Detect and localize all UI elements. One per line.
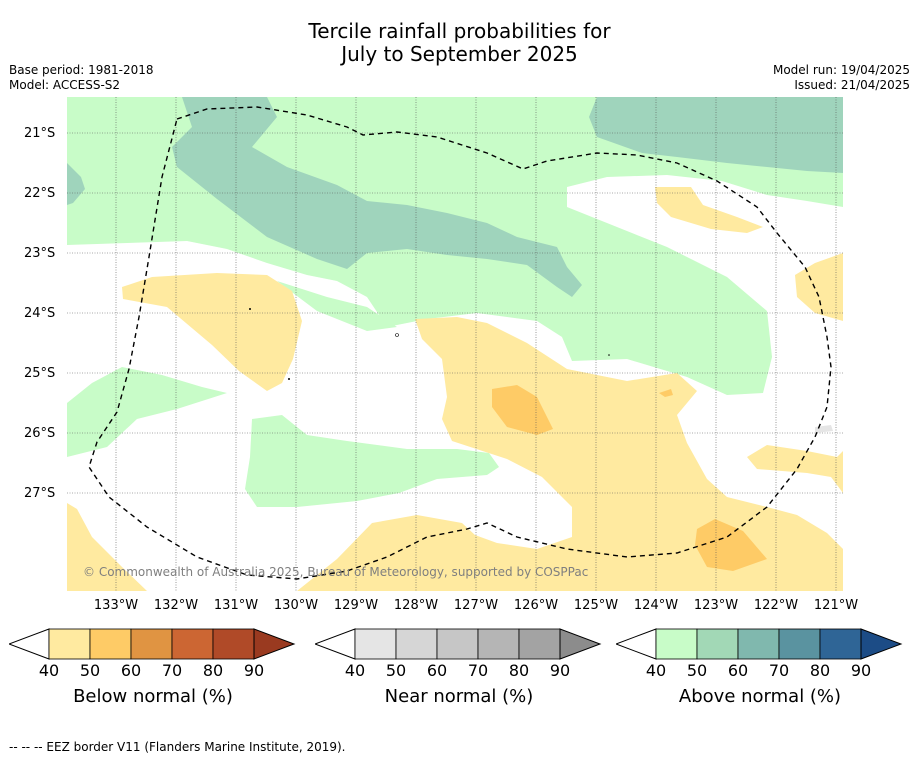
below-normal-50-region-central [492, 385, 553, 435]
colorbar-below-normal [9, 628, 296, 660]
colorbar-near-bin [436, 628, 479, 660]
lon-label-133w: 133°W [93, 598, 139, 613]
lon-label-123w: 123°W [693, 598, 739, 613]
colorbar-near-tick: 40 [344, 661, 366, 680]
colorbar-above-extend-high [860, 628, 903, 660]
lat-label-26s: 26°S [24, 426, 56, 441]
colorbar-near-extend-high [559, 628, 602, 660]
copyright-notice: © Commonwealth of Australia 2025, Bureau… [83, 565, 589, 579]
lon-label-130w: 130°W [273, 598, 319, 613]
meta-left: Base period: 1981-2018 Model: ACCESS-S2 [9, 63, 154, 93]
island-marker [288, 378, 290, 380]
colorbar-above-label: Above normal (%) [678, 686, 842, 707]
below-normal-40-region-central [297, 317, 843, 591]
colorbar-near-tick: 90 [549, 661, 571, 680]
colorbar-below-bin [89, 628, 132, 660]
colorbar-below-bin [171, 628, 214, 660]
colorbar-above-bin [696, 628, 739, 660]
lon-label-131w: 131°W [213, 598, 259, 613]
colorbar-below-tick: 40 [38, 661, 60, 680]
map-title: Tercile rainfall probabilities for July … [0, 20, 919, 66]
latitude-gridlines [67, 132, 843, 494]
island-marker [608, 354, 610, 356]
colorbar-above-tick: 60 [727, 661, 749, 680]
lon-label-128w: 128°W [393, 598, 439, 613]
below-normal-40-region-southeast [747, 445, 843, 493]
issued-date: Issued: 21/04/2025 [794, 78, 910, 92]
below-normal-40-region-west [122, 273, 302, 391]
colorbar-above-normal [616, 628, 903, 660]
title-line-2: July to September 2025 [341, 42, 578, 66]
model-run: Model run: 19/04/2025 [772, 63, 910, 77]
model-name: Model: ACCESS-S2 [9, 78, 121, 92]
below-normal-50-region-small [659, 389, 673, 397]
lat-label-22s: 22°S [24, 186, 56, 201]
colorbar-above-tick: 50 [686, 661, 708, 680]
colorbar-near-bin [477, 628, 520, 660]
colorbar-below-bin [212, 628, 255, 660]
below-normal-40-region-east [655, 187, 763, 233]
colorbar-above-tick: 40 [645, 661, 667, 680]
colorbar-below-bin [48, 628, 91, 660]
lat-label-27s: 27°S [24, 486, 56, 501]
colorbar-below-label: Below normal (%) [73, 686, 233, 707]
colorbar-near-tick: 50 [385, 661, 407, 680]
lon-label-127w: 127°W [453, 598, 499, 613]
lon-label-125w: 125°W [573, 598, 619, 613]
colorbar-below-extend-high [253, 628, 296, 660]
below-normal-50-region-south [695, 519, 767, 571]
lon-label-126w: 126°W [513, 598, 559, 613]
colorbar-above-tick: 70 [768, 661, 790, 680]
colorbar-below-tick: 50 [79, 661, 101, 680]
colorbar-near-bin [518, 628, 561, 660]
lon-label-122w: 122°W [753, 598, 799, 613]
colorbar-above-bin [737, 628, 780, 660]
title-line-1: Tercile rainfall probabilities for [308, 19, 611, 43]
colorbar-above-tick: 80 [809, 661, 831, 680]
colorbar-below-tick: 60 [120, 661, 142, 680]
eez-legend-note: -- -- -- EEZ border V11 (Flanders Marine… [9, 740, 346, 754]
colorbar-near-extend-low [315, 628, 356, 660]
colorbar-near-bin [354, 628, 397, 660]
lat-label-25s: 25°S [24, 366, 56, 381]
colorbar-below-tick: 80 [202, 661, 224, 680]
eez-border [88, 106, 832, 580]
colorbar-above-bin [655, 628, 698, 660]
colorbar-below-bin [130, 628, 173, 660]
lat-label-21s: 21°S [24, 126, 56, 141]
colorbar-above-tick: 90 [850, 661, 872, 680]
lon-label-121w: 121°W [813, 598, 859, 613]
above-normal-40-region-upper-left [277, 281, 397, 331]
above-normal-40-region-mid [245, 415, 499, 507]
colorbar-near-bin [395, 628, 438, 660]
below-normal-40-region-southwest [67, 503, 147, 591]
lat-label-24s: 24°S [24, 306, 56, 321]
colorbar-above-extend-low [616, 628, 657, 660]
base-period: Base period: 1981-2018 [9, 63, 154, 77]
colorbar-near-tick: 70 [467, 661, 489, 680]
above-normal-50-region-west [67, 163, 85, 205]
lon-label-129w: 129°W [333, 598, 379, 613]
colorbar-below-extend-low [9, 628, 50, 660]
above-normal-50-region [172, 97, 582, 297]
colorbar-near-tick: 60 [426, 661, 448, 680]
colorbar-above-bin [778, 628, 821, 660]
colorbar-near-tick: 80 [508, 661, 530, 680]
colorbar-near-normal [315, 628, 602, 660]
lon-label-124w: 124°W [633, 598, 679, 613]
colorbar-near-label: Near normal (%) [384, 686, 534, 707]
island-marker [249, 308, 251, 310]
lon-label-132w: 132°W [153, 598, 199, 613]
colorbar-above-bin [819, 628, 862, 660]
colorbar-below-tick: 70 [161, 661, 183, 680]
lat-label-23s: 23°S [24, 246, 56, 261]
probability-map [67, 97, 843, 591]
meta-right: Model run: 19/04/2025 Issued: 21/04/2025 [773, 63, 910, 93]
island-marker [395, 333, 399, 337]
colorbar-below-tick: 90 [243, 661, 265, 680]
above-normal-40-region-lower [67, 367, 227, 457]
near-normal-region [815, 425, 833, 433]
